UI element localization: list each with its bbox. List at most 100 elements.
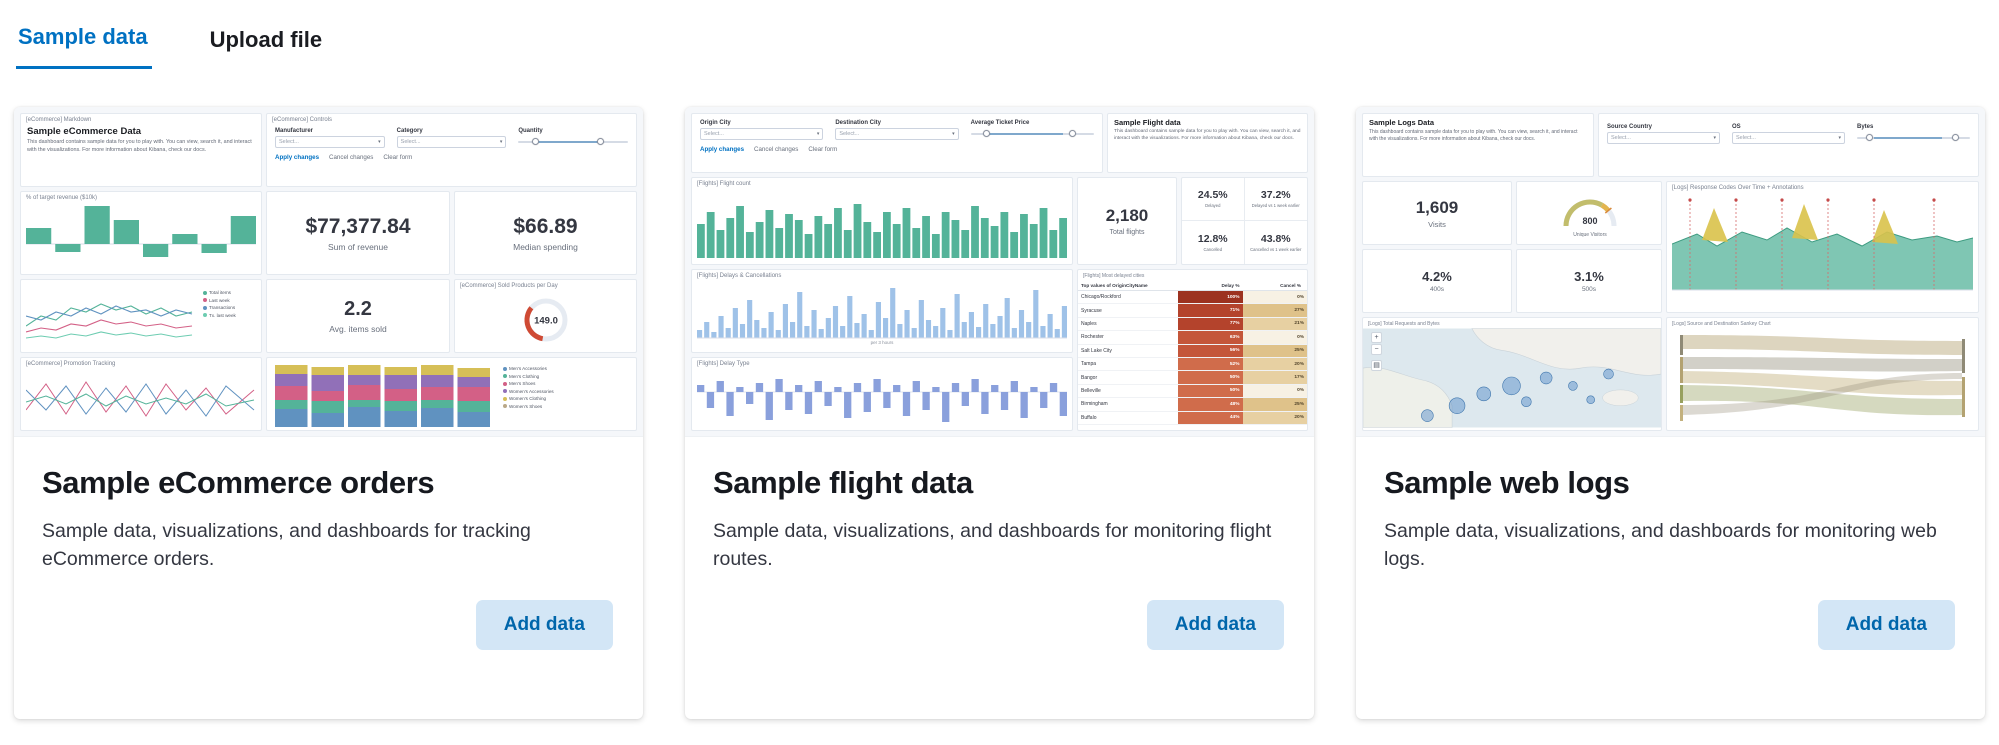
control-label: Average Ticket Price [970, 120, 1030, 126]
panel-total-flights: 2,180 Total flights [1077, 177, 1177, 265]
legend-label: Total items [209, 290, 231, 295]
panel-most-delayed-cities-table: [Flights] Most delayed cities Top values… [1077, 269, 1308, 431]
quantity-range-slider [518, 136, 629, 148]
panel-title: [eCommerce] Controls [272, 117, 333, 123]
tab-sample-data[interactable]: Sample data [16, 24, 152, 69]
table-row: Belleville 50% 0% [1078, 384, 1307, 399]
card-description: Sample data, visualizations, and dashboa… [713, 520, 1272, 571]
control-origin-city: Origin City Select... ▾ [700, 120, 824, 140]
column-header-delay: Delay % [1221, 283, 1240, 288]
table-cell: Chicago/Rockford [1081, 294, 1121, 301]
legend-label: Men's Shoes [509, 381, 536, 386]
metric-label: Total flights [1109, 229, 1145, 236]
x-axis-label: per 3 hours [870, 340, 894, 345]
stacked-chart-legend: Men's Accessories Men's Clothing Men's S… [503, 366, 554, 411]
transactions-line-chart [26, 303, 193, 339]
panel-median-spending: $66.89 Median spending [454, 191, 637, 275]
control-label: Quantity [518, 128, 543, 134]
metric-label: Visits [1428, 219, 1446, 229]
table-cell: 44% [1178, 411, 1243, 424]
table-row: Birmingham 48% 25% [1078, 398, 1307, 412]
map-controls: + − ▤ [1371, 332, 1382, 371]
stat-delayed: 24.5% Delayed [1182, 178, 1245, 221]
legend-label: Men's Accessories [509, 366, 547, 371]
panel-unique-visitors-gauge: 800 Unique Visitors [1516, 181, 1662, 245]
control-category: Category Select... ▾ [396, 128, 507, 148]
origin-city-select: Select... ▾ [700, 128, 824, 140]
chevron-down-icon: ▾ [499, 139, 503, 145]
markdown-body: This dashboard contains sample data for … [1369, 129, 1578, 142]
zoom-in-icon: + [1371, 332, 1382, 343]
cancel-changes-link: Cancel changes [754, 146, 799, 153]
revenue-bar-chart [26, 206, 256, 257]
stat-value: 37.2% [1260, 189, 1291, 202]
destination-city-select: Select... ▾ [835, 128, 959, 140]
markdown-heading: Sample eCommerce Data [27, 126, 142, 137]
table-cell: 25% [1242, 398, 1307, 411]
panel-ecommerce-markdown: [eCommerce] Markdown Sample eCommerce Da… [20, 113, 262, 187]
legend-label: Men's Clothing [509, 373, 540, 379]
metric-label: 400s [1429, 286, 1445, 293]
panel-flight-controls: Origin City Select... ▾ Destination City… [691, 113, 1103, 173]
table-cell: 0% [1242, 331, 1307, 344]
legend-label: Women's Accessories [509, 388, 554, 394]
panel-ecommerce-controls: [eCommerce] Controls Manufacturer Select… [266, 113, 637, 187]
table-cell: 27% [1242, 304, 1307, 317]
add-data-button-flights[interactable]: Add data [1146, 599, 1284, 650]
table-row: Rochester 63% 0% [1078, 331, 1307, 345]
table-cell: 71% [1178, 304, 1243, 317]
control-label: Origin City [700, 120, 731, 126]
stat-value: 43.8% [1260, 232, 1291, 245]
metric-label: Avg. items sold [329, 324, 387, 334]
table-cell: 63% [1178, 331, 1243, 344]
ecommerce-dashboard-preview: [eCommerce] Markdown Sample eCommerce Da… [14, 107, 643, 437]
table-row: Naples 77% 21% [1078, 317, 1307, 332]
stat-label: Cancelled vs 1 week earlier [1250, 246, 1302, 252]
requests-map [1363, 328, 1661, 428]
panel-flight-count: [Flights] Flight count [691, 177, 1073, 265]
chevron-down-icon: ▾ [952, 131, 955, 137]
table-row: Salt Lake City 56% 25% [1078, 344, 1307, 358]
table-row: Bangor 50% 17% [1078, 371, 1307, 385]
sold-products-gauge: 149.0 [524, 298, 568, 342]
table-cell: 50% [1178, 371, 1243, 384]
card-flights: Origin City Select... ▾ Destination City… [685, 107, 1314, 719]
stat-cancelled: 12.8% Cancelled [1182, 221, 1245, 264]
card-ecommerce: [eCommerce] Markdown Sample eCommerce Da… [14, 107, 643, 719]
panel-transactions-line-chart: Total items Last week Transactions Tx. l… [20, 279, 262, 353]
add-data-button-web-logs[interactable]: Add data [1817, 599, 1955, 650]
panel-400s: 4.2% 400s [1362, 249, 1512, 313]
panel-sales-by-category: Men's Accessories Men's Clothing Men's S… [266, 357, 637, 431]
card-description: Sample data, visualizations, and dashboa… [42, 520, 531, 571]
source-country-select: Select... ▾ [1607, 132, 1720, 144]
panel-delay-type: [Flights] Delay Type [691, 357, 1073, 431]
table-cell: 0% [1242, 291, 1307, 304]
card-title: Sample web logs [1384, 465, 1630, 500]
column-header-cancel: Cancel % [1280, 283, 1301, 288]
panel-title: [Flights] Flight count [697, 181, 751, 187]
add-data-button-ecommerce[interactable]: Add data [475, 599, 613, 650]
legend-label: Women's Shoes [509, 403, 543, 409]
os-select: Select... ▾ [1732, 132, 1845, 144]
control-avg-ticket-price: Average Ticket Price [970, 120, 1094, 140]
panel-title: [Flights] Most delayed cities [1083, 273, 1145, 279]
panel-sankey-chart: [Logs] Source and Destination Sankey Cha… [1666, 317, 1979, 431]
metric-label: Median spending [513, 241, 578, 252]
metric-value: 4.2% [1422, 269, 1452, 284]
select-placeholder: Select... [1736, 135, 1756, 141]
table-cell: 25% [1242, 344, 1307, 357]
panel-visits: 1,609 Visits [1362, 181, 1512, 245]
tab-upload-file[interactable]: Upload file [209, 27, 323, 52]
panel-promotion-tracking: [eCommerce] Promotion Tracking [20, 357, 262, 431]
panel-requests-map: [Logs] Total Requests and Bytes + − ▤ [1362, 317, 1662, 431]
flights-city-table-body: Chicago/Rockford 100% 0% Syracuse 71% 27% Napl… [1078, 291, 1307, 425]
panel-title: [Logs] Response Codes Over Time + Annota… [1672, 185, 1804, 191]
table-cell: 100% [1178, 291, 1243, 304]
panel-delays-cancellations: [Flights] Delays & Cancellations per 3 h… [691, 269, 1073, 353]
stat-label: Delayed vs 1 week earlier [1251, 203, 1300, 209]
layers-icon: ▤ [1371, 360, 1382, 371]
unique-visitors-gauge: 800 Unique Visitors [1563, 199, 1617, 238]
table-cell: 50% [1178, 384, 1243, 398]
table-cell: 20% [1242, 411, 1307, 424]
stat-cancelled-wow: 43.8% Cancelled vs 1 week earlier [1245, 221, 1308, 264]
